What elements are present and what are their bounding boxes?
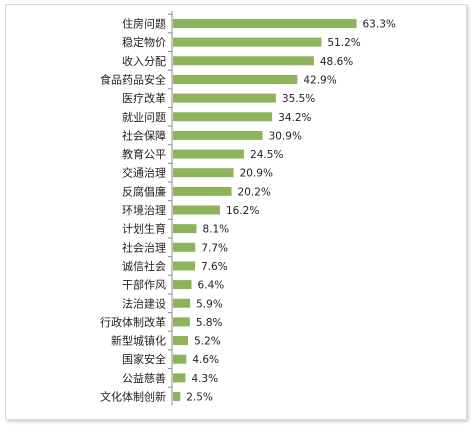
value-label: 42.9% [303,74,336,86]
bar-14 [173,280,192,290]
value-label: 4.6% [192,354,219,366]
bar-9 [173,186,232,196]
bar-5 [173,112,273,122]
value-label: 7.6% [201,261,228,273]
category-label: 住房问题 [122,17,166,31]
value-label: 24.5% [250,149,283,161]
bar-19 [173,373,186,383]
value-labels-layer: 63.3%51.2% 48.6% 42.9% 35.5% 34.2% 30.9% 24.5%… [186,19,396,404]
category-label: 国家安全 [122,352,166,366]
bar-10 [173,205,220,215]
category-label: 文化体制创新 [100,390,166,404]
category-label: 诚信社会 [122,259,166,273]
category-label: 医疗改革 [122,91,166,105]
category-label: 法治建设 [122,296,166,310]
bar-11 [173,224,197,234]
category-label: 公益慈善 [122,371,166,385]
value-label: 48.6% [320,56,353,68]
bar-4 [173,93,276,103]
bar-18 [173,354,187,364]
value-label: 5.8% [196,317,223,329]
bar-2 [173,56,314,66]
category-labels-layer: 住房问题稳定物价收入分配食品药品安全医疗改革就业问题社会保障教育公平交通治理反腐… [100,17,166,404]
bar-15 [173,298,191,308]
value-label: 6.4% [198,280,225,292]
bar-12 [173,242,196,252]
category-label: 收入分配 [122,54,166,68]
value-label: 7.7% [201,242,228,254]
value-label: 5.9% [196,298,223,310]
value-label: 35.5% [282,93,315,105]
value-label: 34.2% [278,112,311,124]
value-label: 20.2% [238,186,271,198]
bar-16 [173,317,190,327]
category-label: 交通治理 [122,166,166,180]
category-label: 教育公平 [122,147,166,161]
value-label: 20.9% [240,168,273,180]
bars-layer [168,13,357,401]
bar-8 [173,168,234,178]
bar-0 [173,19,357,28]
value-label: 30.9% [269,130,302,142]
value-label: 5.2% [194,336,221,348]
bar-7 [173,149,245,159]
value-label: 16.2% [226,205,259,217]
category-label: 反腐倡廉 [122,184,166,198]
category-label: 计划生育 [122,222,166,236]
bar-3 [173,74,298,84]
category-label: 食品药品安全 [100,72,166,86]
bar-20 [173,392,181,401]
value-label: 2.5% [186,392,213,404]
bar-6 [173,130,263,140]
category-label: 环境治理 [122,203,166,217]
category-label: 社会治理 [122,240,166,254]
category-label: 干部作风 [122,278,166,292]
value-label: 51.2% [327,37,360,49]
chart-frame: 住房问题稳定物价收入分配食品药品安全医疗改革就业问题社会保障教育公平交通治理反腐… [5,4,467,420]
category-label: 稳定物价 [122,35,166,49]
bar-chart: 住房问题稳定物价收入分配食品药品安全医疗改革就业问题社会保障教育公平交通治理反腐… [100,11,396,406]
category-label: 就业问题 [122,110,166,124]
value-label: 8.1% [202,224,229,236]
value-label: 4.3% [191,373,218,385]
bar-13 [173,261,196,271]
bar-1 [173,37,322,47]
value-label: 63.3% [363,19,396,31]
bar-17 [173,336,189,346]
category-label: 社会保障 [122,128,166,142]
category-label: 行政体制改革 [100,315,166,329]
category-label: 新型城镇化 [111,334,166,348]
